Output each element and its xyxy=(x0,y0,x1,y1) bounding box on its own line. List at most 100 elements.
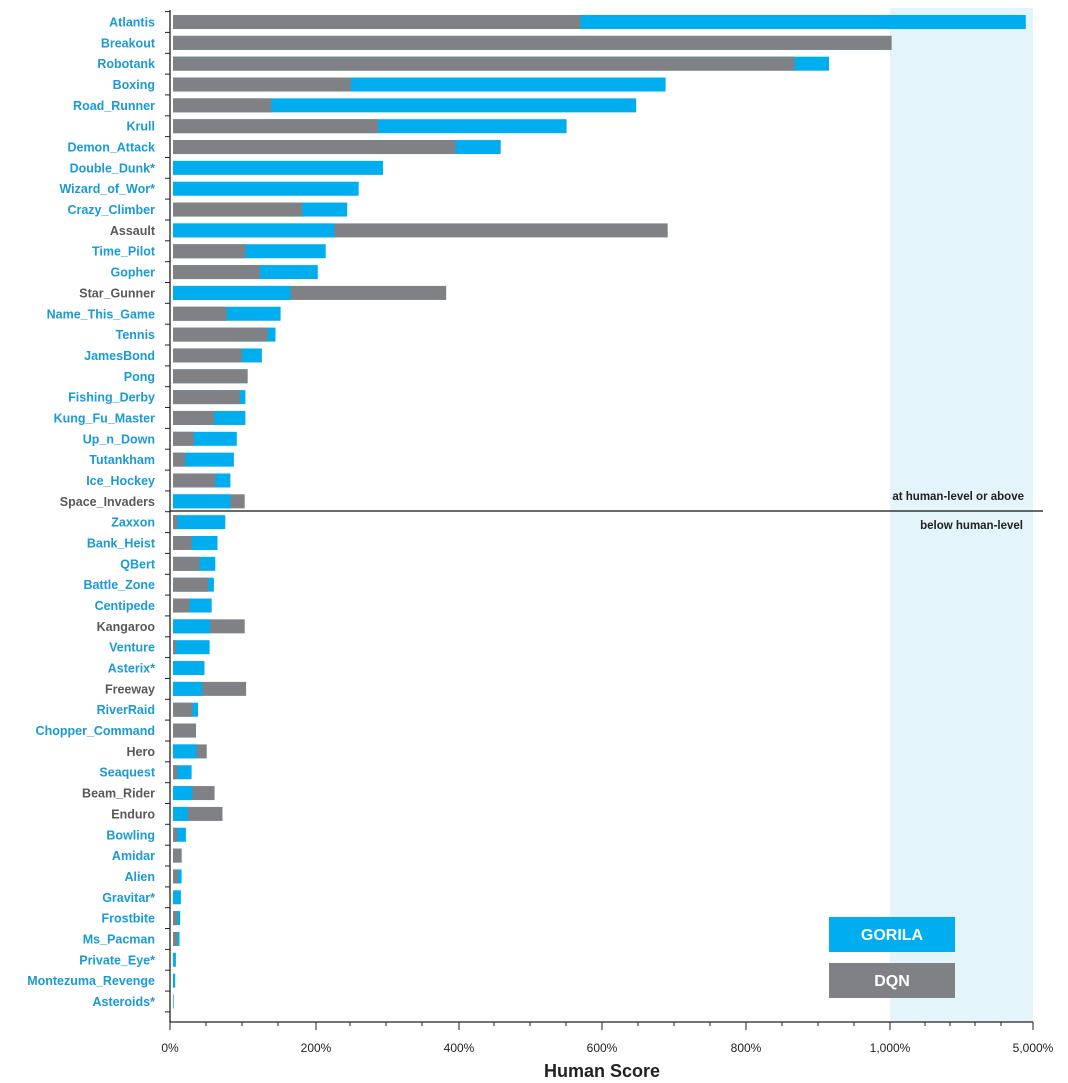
category-label-frostbite: Frostbite xyxy=(102,912,156,926)
category-label-alien: Alien xyxy=(124,870,155,884)
bar-dqn-ice-hockey xyxy=(173,473,216,488)
category-label-zaxxon: Zaxxon xyxy=(111,516,155,530)
category-label-riverraid: RiverRaid xyxy=(97,703,155,717)
category-label-pong: Pong xyxy=(124,370,155,384)
bar-gorila-gravitar xyxy=(173,890,181,905)
bar-dqn-jamesbond xyxy=(173,348,242,363)
above-human-level-text: at human-level or above xyxy=(892,491,1024,503)
bar-dqn-alien xyxy=(173,869,178,884)
category-label-tennis: Tennis xyxy=(116,328,155,342)
category-label-hero: Hero xyxy=(127,745,156,759)
bar-dqn-krull xyxy=(173,119,379,134)
category-label-up-n-down: Up_n_Down xyxy=(83,432,155,446)
bar-dqn-road-runner xyxy=(173,98,272,113)
category-labels: Atlantis Breakout Robotank Boxing Road_Runne… xyxy=(27,16,156,1010)
bar-dqn-up-n-down xyxy=(173,431,194,446)
bar-dqn-battle-zone xyxy=(173,577,209,592)
bar-gorila-venture xyxy=(173,640,210,655)
bar-gorila-wizard-of-wor xyxy=(173,181,359,196)
bar-dqn-fishing-derby xyxy=(173,390,240,405)
x-axis-ticks: 0% 200% 400% 600% 800% 1,000% 5,000% xyxy=(161,1022,1054,1055)
x-tick-label: 800% xyxy=(731,1041,762,1055)
x-tick-label: 0% xyxy=(161,1041,179,1055)
bar-gorila-zaxxon xyxy=(173,515,226,530)
y-axis-ticks xyxy=(165,11,170,1013)
category-label-centipede: Centipede xyxy=(95,599,155,613)
bar-dqn-robotank xyxy=(173,56,795,71)
category-label-fishing-derby: Fishing_Derby xyxy=(68,391,155,405)
bar-gorila-hero xyxy=(173,744,197,759)
category-label-battle-zone: Battle_Zone xyxy=(83,578,155,592)
category-label-asterix: Asterix* xyxy=(108,662,155,676)
bar-dqn-crazy-climber xyxy=(173,202,303,217)
bar-gorila-private-eye xyxy=(173,952,176,967)
category-label-tutankham: Tutankham xyxy=(89,453,155,467)
category-label-breakout: Breakout xyxy=(101,36,156,50)
bar-dqn-pong xyxy=(173,369,248,384)
bar-dqn-demon-attack xyxy=(173,140,456,155)
category-label-gravitar: Gravitar* xyxy=(102,891,155,905)
bar-dqn-kung-fu-master xyxy=(173,410,214,425)
bar-gorila-enduro xyxy=(173,806,189,821)
bar-dqn-tennis xyxy=(173,327,268,342)
category-label-assault: Assault xyxy=(110,224,156,238)
x-tick-label: 5,000% xyxy=(1013,1041,1054,1055)
x-axis-title: Human Score xyxy=(544,1061,660,1081)
category-label-krull: Krull xyxy=(127,120,155,134)
bar-gorila-tutankham xyxy=(173,452,234,467)
bar-dqn-tutankham xyxy=(173,452,186,467)
category-label-crazy-climber: Crazy_Climber xyxy=(67,203,155,217)
bar-dqn-bank-heist xyxy=(173,536,192,550)
bar-dqn-breakout xyxy=(173,35,892,50)
bar-dqn-time-pilot xyxy=(173,244,246,259)
category-label-qbert: QBert xyxy=(120,557,156,571)
bar-gorila-assault xyxy=(173,223,335,238)
bar-dqn-zaxxon xyxy=(173,515,178,530)
category-label-space-invaders: Space_Invaders xyxy=(60,495,155,509)
bar-gorila-kangaroo xyxy=(173,619,211,634)
below-human-level-text: below human-level xyxy=(920,520,1023,532)
category-label-ice-hockey: Ice_Hockey xyxy=(86,474,155,488)
bar-dqn-frostbite xyxy=(173,911,178,926)
category-label-name-this-game: Name_This_Game xyxy=(47,307,155,321)
category-label-bank-heist: Bank_Heist xyxy=(87,537,156,551)
category-label-gopher: Gopher xyxy=(111,266,156,280)
bar-dqn-amidar xyxy=(173,848,182,863)
bar-dqn-qbert xyxy=(173,556,200,571)
legend-gorila-swatch xyxy=(829,917,955,952)
bar-gorila-star-gunner xyxy=(173,285,291,300)
category-label-kung-fu-master: Kung_Fu_Master xyxy=(54,412,156,426)
category-label-amidar: Amidar xyxy=(112,849,155,863)
x-tick-label: 200% xyxy=(301,1041,332,1055)
bar-gorila-freeway xyxy=(173,681,203,696)
category-label-road-runner: Road_Runner xyxy=(73,99,155,113)
x-tick-label: 400% xyxy=(444,1041,475,1055)
category-label-enduro: Enduro xyxy=(111,807,155,821)
category-label-demon-attack: Demon_Attack xyxy=(67,141,155,155)
category-label-time-pilot: Time_Pilot xyxy=(92,245,156,259)
bar-dqn-seaquest xyxy=(173,765,178,780)
bar-gorila-double-dunk xyxy=(173,160,384,175)
category-label-bowling: Bowling xyxy=(106,828,155,842)
category-label-kangaroo: Kangaroo xyxy=(97,620,156,634)
bar-gorila-asteroids xyxy=(173,994,174,1009)
category-label-star-gunner: Star_Gunner xyxy=(79,286,155,300)
category-label-boxing: Boxing xyxy=(113,78,155,92)
category-label-asteroids: Asteroids* xyxy=(92,995,155,1009)
bar-dqn-chopper-command xyxy=(173,723,196,738)
category-label-seaquest: Seaquest xyxy=(99,766,155,780)
category-label-ms-pacman: Ms_Pacman xyxy=(83,933,155,947)
bar-dqn-centipede xyxy=(173,598,190,613)
bar-dqn-atlantis xyxy=(173,15,581,29)
bar-dqn-boxing xyxy=(173,77,351,92)
legend-dqn-label: DQN xyxy=(874,973,910,990)
bars-layer xyxy=(173,15,1026,1009)
legend-gorila-label: GORILA xyxy=(861,927,924,944)
legend: GORILA DQN xyxy=(829,917,955,998)
bar-dqn-ms-pacman xyxy=(173,931,178,946)
bar-dqn-venture xyxy=(173,640,176,655)
category-label-private-eye: Private_Eye* xyxy=(79,953,155,967)
category-label-montezuma-revenge: Montezuma_Revenge xyxy=(27,974,155,988)
x-tick-label: 1,000% xyxy=(870,1041,911,1055)
above-1000-shade xyxy=(890,8,1033,1022)
